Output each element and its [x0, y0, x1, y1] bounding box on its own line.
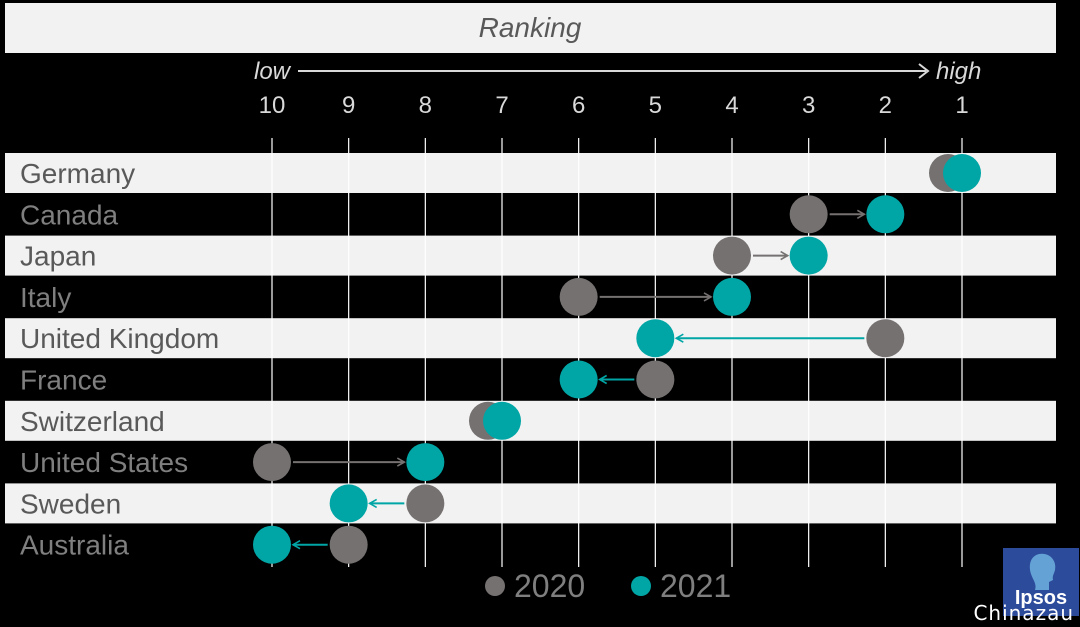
tick-label: 1: [955, 92, 968, 119]
chart-title: Ranking: [479, 12, 582, 43]
tick-label: 4: [725, 92, 738, 119]
tick-label: 6: [572, 92, 585, 119]
country-label: Switzerland: [20, 406, 165, 437]
country-label: Germany: [20, 158, 135, 189]
tick-label: 2: [879, 92, 892, 119]
dot-2021: [636, 319, 675, 358]
country-label: France: [20, 365, 107, 396]
dot-2021: [789, 236, 828, 275]
low-label: low: [254, 58, 292, 85]
country-label: United States: [20, 447, 188, 478]
legend-dot-2021: [631, 576, 651, 596]
rank-dots: [253, 154, 981, 564]
tick-label: 3: [802, 92, 815, 119]
profile-icon: [1029, 553, 1056, 590]
country-label: Italy: [20, 282, 71, 313]
legend: 2020 2021: [485, 568, 731, 604]
watermark: Chinazau: [973, 601, 1074, 625]
dot-2020: [789, 195, 828, 234]
tick-label: 8: [419, 92, 432, 119]
dot-2020: [406, 484, 445, 523]
row-band: [5, 483, 1056, 524]
direction-arrow-head: [918, 63, 930, 79]
legend-dot-2020: [485, 576, 505, 596]
country-label: United Kingdom: [20, 323, 219, 354]
country-label: Australia: [20, 530, 129, 561]
row-bands: [5, 153, 1056, 524]
tick-label: 7: [495, 92, 508, 119]
dot-2020: [866, 319, 905, 358]
country-labels: Germany Canada Japan Italy United Kingdom Fra…: [20, 158, 219, 561]
row-band: [5, 400, 1056, 441]
legend-label-2021: 2021: [660, 568, 731, 604]
dot-2021: [329, 484, 368, 523]
row-band: [5, 235, 1056, 276]
country-label: Japan: [20, 241, 96, 272]
country-label: Sweden: [20, 488, 121, 519]
dot-2020: [329, 525, 368, 564]
dot-2020: [636, 360, 675, 399]
dot-2021: [866, 195, 905, 234]
dot-2020: [253, 443, 291, 482]
high-label: high: [936, 58, 981, 85]
dot-2021: [253, 525, 291, 564]
title-band: [5, 3, 1056, 53]
tick-label: 10: [259, 92, 286, 119]
country-label: Canada: [20, 199, 119, 230]
dot-2020: [559, 277, 598, 316]
tick-label: 5: [649, 92, 662, 119]
dot-2021: [483, 401, 521, 440]
dot-2021: [943, 154, 981, 192]
logo-text: Ipsos: [1014, 587, 1068, 609]
dot-2020: [713, 236, 751, 275]
tick-labels: 10 9 8 7 6 5 4 3 2 1: [259, 92, 969, 119]
row-band: [5, 153, 1056, 193]
dot-2021: [406, 443, 445, 482]
tick-label: 9: [342, 92, 355, 119]
change-arrows: [291, 209, 866, 550]
legend-label-2020: 2020: [514, 568, 585, 604]
dot-2021: [713, 277, 751, 316]
dot-2021: [559, 360, 598, 399]
ipsos-logo: Ipsos: [1003, 548, 1079, 616]
